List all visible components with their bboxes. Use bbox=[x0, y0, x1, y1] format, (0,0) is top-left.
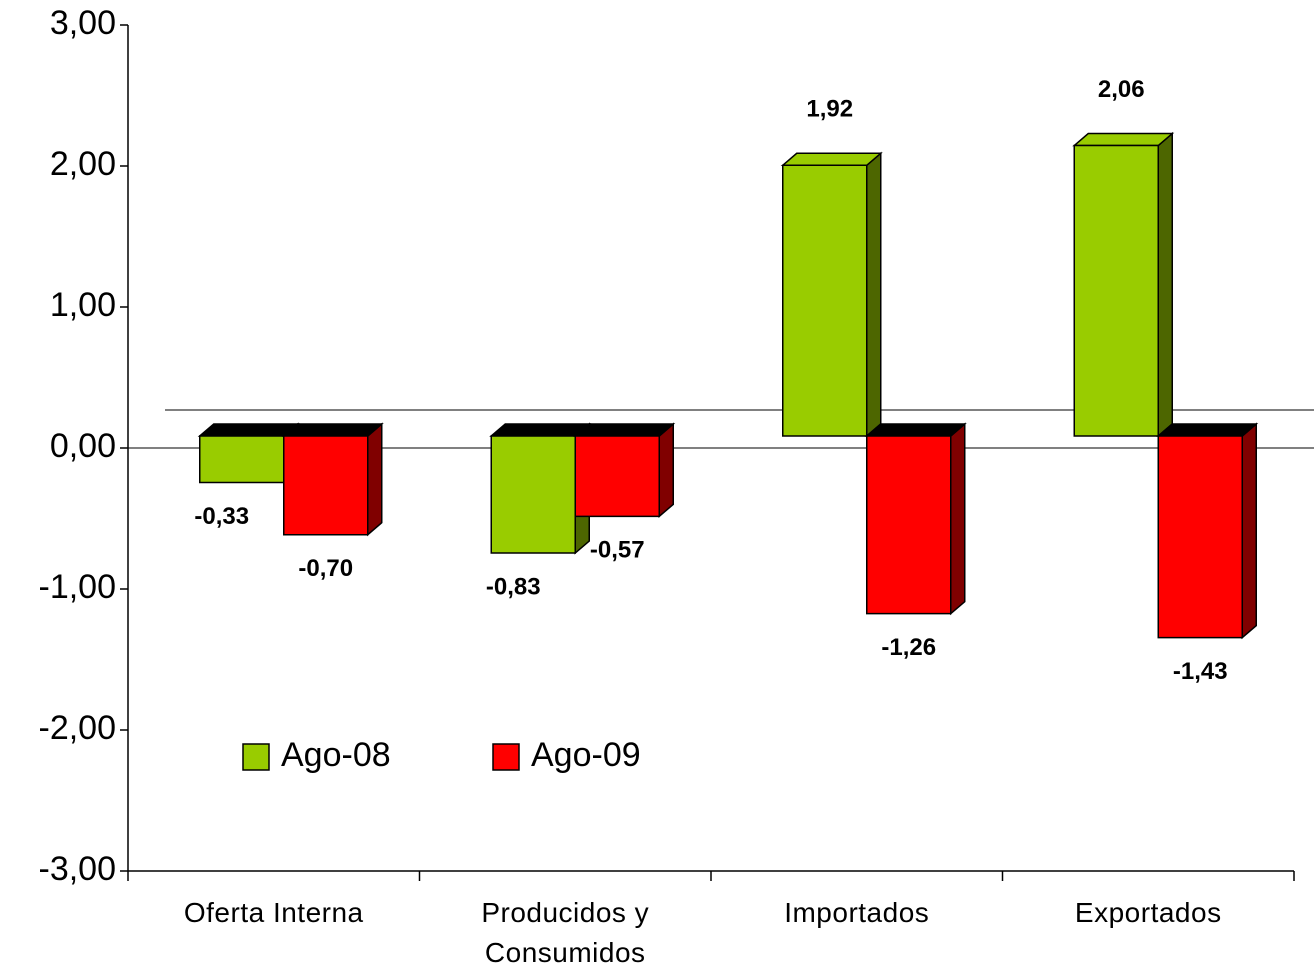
value-label: -0,33 bbox=[194, 503, 249, 530]
bar-front bbox=[1073, 144, 1159, 437]
bar-side bbox=[950, 422, 966, 616]
bar-front bbox=[490, 435, 576, 554]
x-tick-label: Oferta Interna bbox=[183, 897, 364, 928]
bar-top bbox=[573, 423, 676, 437]
bar-front bbox=[283, 435, 369, 536]
bar-side bbox=[1157, 131, 1173, 438]
x-tick-label: Importados bbox=[784, 897, 930, 928]
bar bbox=[1156, 422, 1259, 640]
legend-label: Ago-09 bbox=[531, 736, 641, 774]
bar-side bbox=[367, 422, 383, 537]
x-tick-label: Producidos y Consumidos bbox=[481, 897, 650, 968]
bar-side bbox=[866, 151, 882, 438]
y-tick-label: 3,00 bbox=[50, 4, 116, 42]
value-label: 1,92 bbox=[806, 96, 853, 123]
bar-top bbox=[864, 423, 967, 437]
bar-top bbox=[1156, 423, 1259, 437]
bar-top bbox=[489, 423, 592, 437]
y-tick-label: -1,00 bbox=[39, 568, 117, 606]
bar bbox=[573, 422, 676, 519]
bar-front bbox=[782, 164, 868, 437]
bar bbox=[1072, 131, 1175, 438]
bar-top bbox=[780, 152, 883, 167]
bar bbox=[281, 422, 384, 537]
legend-swatch bbox=[242, 743, 270, 771]
legend-label: Ago-08 bbox=[281, 736, 391, 774]
y-tick-label: 1,00 bbox=[50, 286, 116, 324]
bar-top bbox=[281, 423, 384, 437]
bar-side bbox=[1241, 422, 1257, 640]
x-tick-label: Exportados bbox=[1074, 897, 1222, 928]
y-tick-label: -3,00 bbox=[39, 850, 117, 888]
bar-front bbox=[1157, 435, 1243, 639]
bar-top bbox=[1072, 132, 1175, 147]
bar-side bbox=[658, 422, 674, 519]
value-label: 2,06 bbox=[1098, 76, 1145, 103]
y-tick-label: 0,00 bbox=[50, 427, 116, 465]
value-label: -0,83 bbox=[486, 573, 541, 600]
bar-front bbox=[866, 435, 952, 615]
bar-front bbox=[574, 435, 660, 518]
value-label: -1,26 bbox=[881, 634, 936, 661]
y-tick-label: 2,00 bbox=[50, 145, 116, 183]
bar bbox=[864, 422, 967, 616]
y-tick-label: -2,00 bbox=[39, 709, 117, 747]
value-label: -0,57 bbox=[590, 537, 645, 564]
bar bbox=[780, 151, 883, 438]
bar-front bbox=[199, 435, 285, 484]
bar-top bbox=[197, 423, 300, 437]
value-label: -0,70 bbox=[298, 555, 353, 582]
value-label: -1,43 bbox=[1173, 658, 1228, 685]
legend-swatch bbox=[492, 743, 520, 771]
